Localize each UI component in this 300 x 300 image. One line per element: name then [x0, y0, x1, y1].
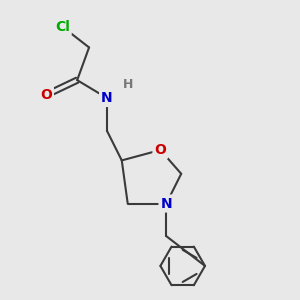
Text: H: H: [122, 78, 133, 91]
Text: Cl: Cl: [55, 20, 70, 34]
Text: N: N: [101, 91, 113, 105]
Text: O: O: [40, 88, 52, 102]
Text: N: N: [160, 196, 172, 211]
Text: O: O: [154, 143, 166, 157]
